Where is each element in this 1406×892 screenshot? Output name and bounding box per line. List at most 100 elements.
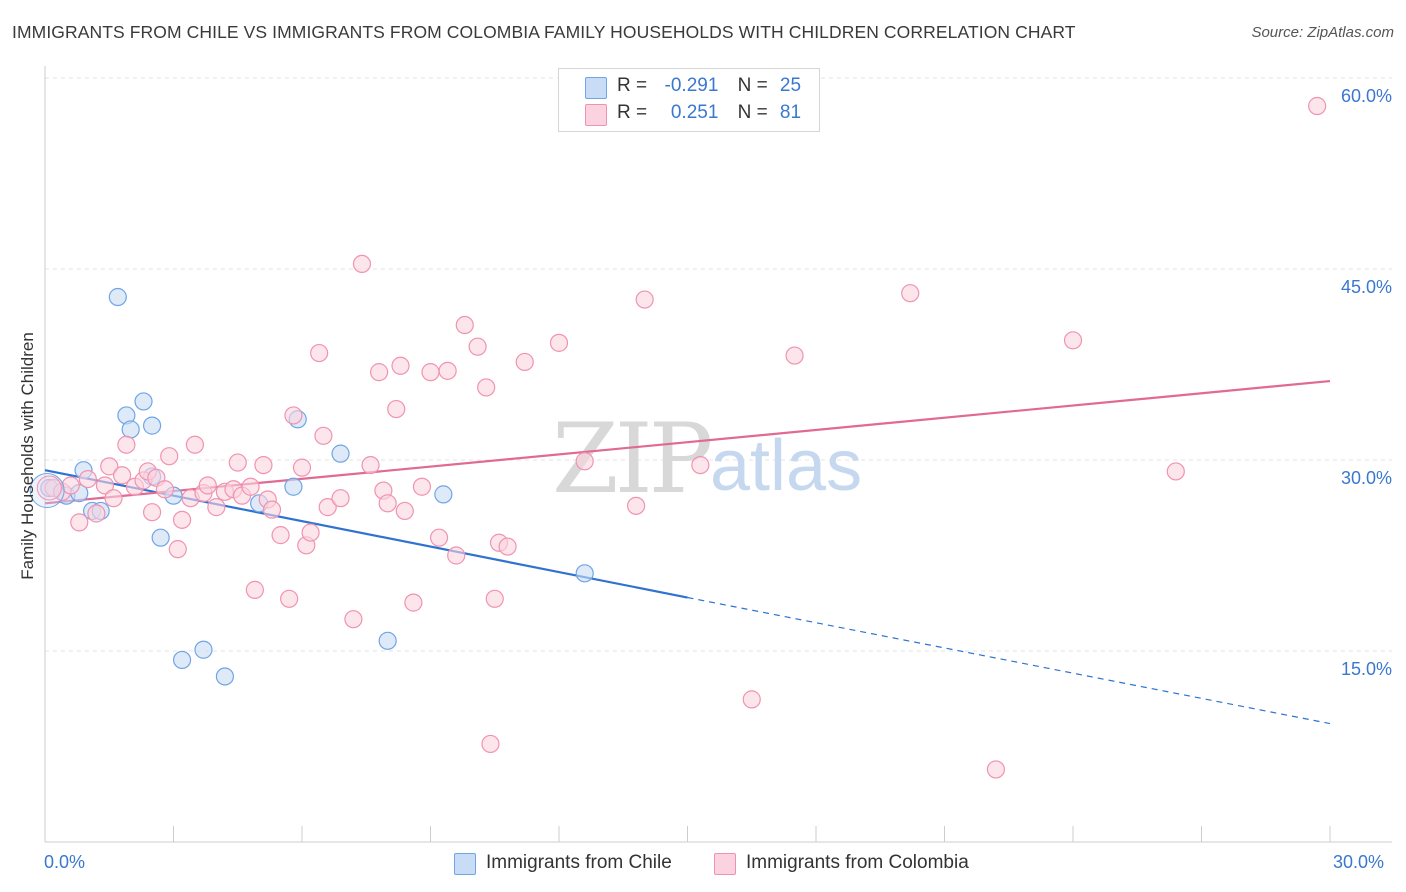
- legend-swatch-colombia: [585, 104, 607, 126]
- point-colombia: [245, 580, 264, 599]
- x-tick-label-min: 0.0%: [44, 852, 86, 872]
- legend-r-value: 0.251: [670, 102, 719, 123]
- legend-swatch-chile: [585, 77, 607, 99]
- bottom-legend-swatch-chile: [454, 853, 476, 875]
- point-colombia: [78, 470, 97, 489]
- point-colombia: [228, 453, 247, 472]
- legend-r-value: -0.291: [664, 75, 719, 96]
- y-tick-label: 60.0%: [1340, 86, 1392, 106]
- watermark: ZIP atlas: [552, 403, 862, 515]
- y-tick-label: 15.0%: [1340, 659, 1392, 679]
- point-colombia: [117, 435, 136, 454]
- point-colombia: [254, 455, 273, 475]
- points: [29, 96, 1327, 779]
- legend-text-chile: R = -0.291 N = 25: [617, 75, 801, 97]
- x-tick-label-max: 30.0%: [1333, 852, 1385, 872]
- point-colombia: [626, 496, 646, 515]
- point-colombia: [455, 315, 474, 335]
- point-chile: [434, 485, 453, 504]
- y-tick-label: 45.0%: [1340, 277, 1392, 297]
- point-chile: [284, 477, 303, 496]
- bottom-legend-label-colombia: Immigrants from Colombia: [746, 852, 969, 873]
- point-chile: [121, 420, 140, 439]
- legend-n-value: 25: [779, 75, 802, 96]
- point-colombia: [172, 510, 192, 529]
- point-colombia: [352, 254, 372, 274]
- point-colombia: [986, 760, 1006, 779]
- grid-lines: [45, 77, 1392, 652]
- source-label: Source: ZipAtlas.com: [1251, 24, 1394, 41]
- point-colombia: [575, 452, 594, 471]
- point-chile: [331, 444, 350, 463]
- point-colombia: [429, 528, 449, 547]
- point-colombia: [185, 435, 205, 454]
- legend-r-label: R =: [617, 75, 648, 96]
- point-colombia: [1308, 96, 1327, 116]
- point-colombia: [1063, 331, 1083, 350]
- point-colombia: [395, 501, 414, 521]
- point-colombia: [481, 734, 500, 754]
- point-colombia: [271, 526, 290, 545]
- point-colombia: [280, 589, 299, 608]
- point-colombia: [207, 498, 226, 517]
- point-chile: [215, 667, 234, 686]
- point-colombia: [87, 504, 106, 523]
- y-tick-label: 30.0%: [1340, 468, 1392, 488]
- point-colombia: [301, 523, 320, 542]
- bottom-legend-swatch-colombia: [714, 853, 736, 875]
- point-chile: [108, 287, 127, 307]
- point-colombia: [70, 513, 89, 532]
- point-colombia: [378, 494, 397, 513]
- point-colombia: [198, 476, 217, 495]
- point-chile: [142, 416, 162, 435]
- point-colombia: [361, 455, 380, 475]
- point-colombia: [104, 489, 123, 508]
- legend-n-value: 81: [779, 102, 802, 123]
- point-colombia: [421, 363, 440, 382]
- legend-n-label: N =: [737, 102, 768, 123]
- point-colombia: [742, 690, 761, 709]
- point-chile: [151, 528, 170, 547]
- point-colombia: [310, 343, 329, 363]
- point-colombia: [515, 352, 534, 372]
- point-colombia: [284, 406, 303, 425]
- point-colombia: [168, 540, 187, 559]
- legend-text-colombia: R = 0.251 N = 81: [617, 102, 801, 124]
- point-colombia: [447, 546, 466, 565]
- point-colombia: [112, 466, 132, 485]
- point-colombia: [477, 378, 496, 397]
- correlation-legend: R = -0.291 N = 25 R = 0.251 N = 81: [558, 68, 820, 132]
- point-colombia: [901, 284, 920, 303]
- point-chile: [194, 640, 213, 659]
- point-colombia: [155, 480, 175, 499]
- y-axis-label: Family Households with Children: [18, 332, 37, 580]
- point-chile: [134, 392, 153, 411]
- point-colombia: [160, 447, 179, 466]
- axes: [44, 66, 1392, 843]
- point-colombia: [549, 333, 569, 352]
- legend-n-label: N =: [737, 75, 768, 96]
- point-colombia: [100, 457, 119, 476]
- point-colombia: [61, 476, 80, 495]
- point-colombia: [370, 363, 389, 382]
- trend-line-chile-projection: [687, 596, 1331, 725]
- point-colombia: [412, 477, 432, 496]
- point-colombia: [95, 476, 115, 495]
- point-colombia: [468, 337, 487, 356]
- point-colombia: [691, 455, 710, 475]
- point-colombia: [142, 503, 162, 522]
- point-colombia: [438, 361, 457, 380]
- point-colombia: [498, 537, 517, 556]
- point-colombia: [344, 610, 363, 629]
- point-colombia: [241, 477, 260, 496]
- bottom-legend-label-chile: Immigrants from Chile: [486, 852, 672, 873]
- point-chile: [575, 564, 594, 583]
- point-colombia: [1166, 462, 1185, 481]
- point-colombia: [404, 593, 423, 612]
- point-colombia: [314, 426, 333, 445]
- point-chile: [378, 631, 397, 650]
- point-colombia: [292, 458, 312, 477]
- point-cluster-colombia: [36, 475, 62, 501]
- legend-r-label: R =: [617, 102, 648, 123]
